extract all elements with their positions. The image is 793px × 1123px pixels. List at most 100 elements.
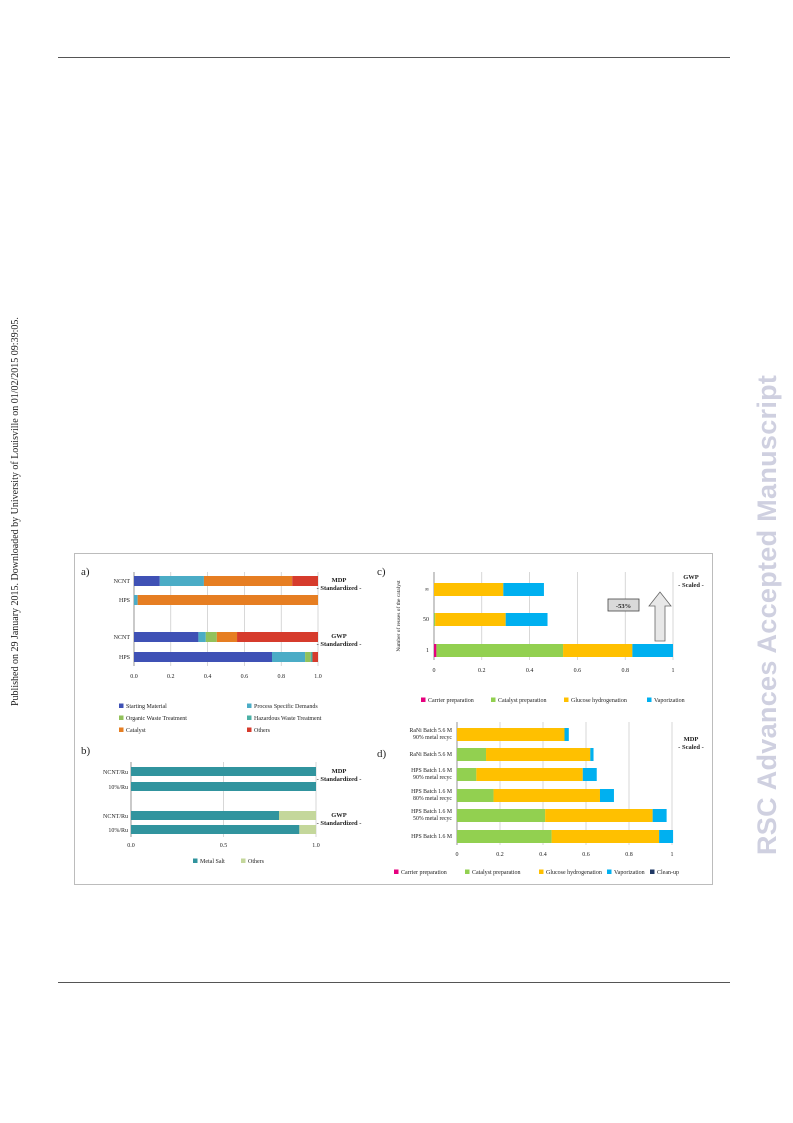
panel-b-category: NCNT/Ru — [103, 814, 128, 820]
panel-c-bar — [563, 644, 633, 657]
panel-a-bar — [205, 632, 217, 642]
panel-c-corner-sublabel: - Scaled - — [678, 582, 704, 589]
panel-c-bar — [434, 583, 504, 596]
panel-a-legend-label: Catalyst — [126, 728, 146, 734]
panel-c-tick: 0.8 — [621, 668, 629, 674]
panel-d-bar — [659, 830, 674, 843]
panel-c-bar — [503, 583, 544, 596]
panel-c-bar — [435, 613, 506, 626]
panel-d-legend-label: Vaporization — [614, 870, 645, 876]
panel-c-bar — [505, 613, 548, 626]
panel-a-bar — [216, 632, 238, 642]
panel-c-legend-label: Carrier preparation — [428, 698, 474, 704]
panel-a-tick: 0.6 — [241, 674, 249, 680]
panel-a-legend-label: Organic Waste Treatment — [126, 716, 187, 722]
panel-c-tick: 0 — [433, 668, 436, 674]
panel-b-tick: 0.0 — [127, 843, 135, 849]
panel-c-label: c) — [377, 566, 386, 578]
panel-b-group-sublabel: - Standardized - — [317, 820, 362, 827]
panel-c-tick: 1 — [672, 668, 675, 674]
panel-d-legend-swatch — [539, 869, 544, 874]
panel-b-bar — [131, 811, 279, 820]
panel-d-tick: 0.4 — [539, 852, 547, 858]
panel-a-bar — [134, 595, 138, 605]
panel-a-bar — [198, 632, 206, 642]
panel-d-tick: 1 — [671, 852, 674, 858]
panel-d-bar — [564, 728, 569, 741]
panel-d-label: d) — [377, 748, 387, 760]
panel-d-bar — [545, 809, 653, 822]
panel-a-tick: 1.0 — [314, 674, 322, 680]
panel-c-bar — [434, 644, 437, 657]
panel-c-legend-swatch — [564, 697, 569, 702]
panel-d-legend-swatch — [607, 869, 612, 874]
panel-d-legend-swatch — [650, 869, 655, 874]
panel-b-bar — [279, 811, 316, 820]
panel-d-category: HPS Batch 1.6 M — [411, 789, 452, 795]
panel-c-legend-label: Vaporization — [654, 698, 685, 704]
panel-d-corner-label: MDP — [684, 736, 699, 743]
panel-a-legend-swatch — [119, 703, 124, 708]
panel-a-tick: 0.0 — [130, 674, 138, 680]
panel-c-category: ∞ — [425, 587, 429, 593]
panel-c-ylabel: Number of reuses of the catalyst — [395, 580, 402, 652]
panel-d-legend-swatch — [465, 869, 470, 874]
panel-d-bar — [476, 768, 583, 781]
bottom-rule — [58, 982, 730, 983]
panel-d-bar — [457, 748, 487, 761]
top-rule — [58, 57, 730, 58]
panel-a-legend-swatch — [247, 715, 252, 720]
panel-d-bar — [599, 789, 614, 802]
panel-c-tick: 0.6 — [574, 668, 582, 674]
panel-b-legend-label: Metal Salt — [200, 859, 225, 865]
panel-a-bar — [134, 576, 160, 586]
panel-a-legend-label: Process Specific Demands — [254, 703, 318, 710]
panel-d-tick: 0.8 — [625, 852, 633, 858]
panel-d-bar — [551, 830, 660, 843]
panel-d-bar — [457, 809, 546, 822]
panel-d-tick: 0 — [456, 852, 459, 858]
panel-a-legend-swatch — [247, 703, 252, 708]
panel-a-bar — [203, 576, 293, 586]
panel-d-bar — [457, 768, 477, 781]
panel-a-legend-swatch — [247, 727, 252, 732]
panel-b-tick: 1.0 — [312, 843, 320, 849]
panel-a-bar — [312, 652, 318, 662]
panel-c-category: 50 — [423, 617, 429, 623]
panel-b-group-label: GWP — [331, 812, 347, 819]
panel-b-legend-label: Others — [248, 859, 265, 865]
panel-b-category: NCNT/Ru — [103, 770, 128, 776]
panel-b-legend-swatch — [241, 858, 246, 863]
panel-d-bar — [582, 768, 597, 781]
panel-a-group-sublabel: - Standardized - — [317, 641, 362, 648]
accepted-manuscript-watermark: RSC Advances Accepted Manuscript — [752, 374, 782, 855]
panel-d-category-sub: 50% metal recyc — [413, 816, 452, 822]
panel-a-bar — [159, 576, 204, 586]
panel-d-category: HPS Batch 1.6 M — [411, 768, 452, 774]
panel-c-bar — [632, 644, 673, 657]
panel-d-tick: 0.2 — [496, 852, 504, 858]
panel-d-category-sub: 80% metal recyc — [413, 796, 452, 802]
panel-c-legend-label: Glucose hydrogenation — [571, 698, 627, 704]
panel-b-bar — [131, 825, 300, 834]
panel-a-category: HPS — [119, 598, 130, 604]
panel-d-category-sub: 90% metal recyc — [413, 735, 452, 741]
panel-c-legend-label: Catalyst preparation — [498, 698, 546, 704]
panel-d-category: RaNi Batch 5.6 M — [409, 752, 452, 758]
panel-c-tick: 0.4 — [526, 668, 534, 674]
panel-a-bar — [237, 632, 318, 642]
panel-c-category: 1 — [426, 648, 429, 654]
panel-b-group-label: MDP — [332, 768, 347, 775]
panel-c-bar — [434, 613, 436, 626]
panel-d-bar — [652, 809, 667, 822]
panel-d-bar — [493, 789, 600, 802]
panel-c-bar — [436, 644, 564, 657]
publication-note: Published on 29 January 2015. Downloaded… — [10, 317, 21, 706]
panel-a-legend-label: Starting Material — [126, 704, 167, 710]
panel-b-tick: 0.5 — [220, 843, 228, 849]
panel-b-bar — [131, 767, 316, 776]
panel-a-tick: 0.8 — [277, 674, 285, 680]
panel-a-group-label: MDP — [332, 577, 347, 584]
panel-a-group-sublabel: - Standardized - — [317, 585, 362, 592]
